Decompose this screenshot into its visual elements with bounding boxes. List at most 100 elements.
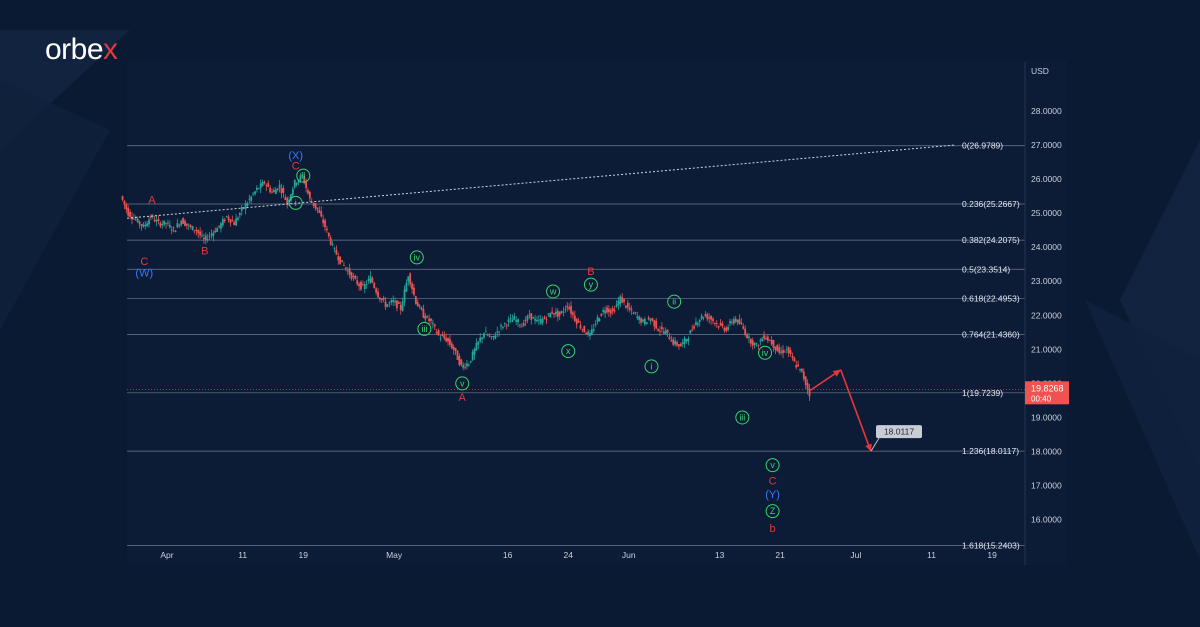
candle-body (607, 308, 610, 313)
candle-body (307, 189, 309, 194)
wave-label-circle (288, 195, 303, 210)
candle-body (273, 189, 275, 193)
candle-body (613, 310, 616, 312)
x-tick-label: May (386, 550, 403, 560)
candle-body (710, 315, 712, 320)
candle-body (333, 247, 336, 249)
candle-body (742, 326, 745, 329)
candle-body (140, 224, 143, 226)
candle-body (411, 283, 413, 290)
candle-body (324, 220, 326, 228)
candle-body (575, 318, 578, 325)
wave-label-circle (758, 345, 773, 360)
candle-body (558, 311, 561, 316)
candle-body (405, 282, 408, 292)
wave-label: iv (414, 252, 421, 262)
candle-body (212, 232, 215, 237)
candle-body (430, 318, 432, 321)
x-tick-label: 11 (238, 550, 247, 560)
candle-body (706, 314, 709, 320)
candle-body (630, 309, 633, 311)
candle-body (806, 383, 809, 390)
candle-body (348, 268, 351, 275)
candle-body (782, 349, 784, 354)
candle-body (579, 325, 582, 329)
candle-body (744, 328, 747, 335)
last-price-tag (1025, 381, 1069, 405)
candle-body (638, 316, 641, 320)
candle-body (238, 213, 241, 216)
candle-body (585, 332, 588, 335)
candle-body (252, 193, 255, 195)
candle-body (672, 339, 675, 345)
candle-body (573, 315, 576, 321)
candle-body (263, 181, 266, 184)
candle-body (496, 331, 499, 333)
candle-body (195, 229, 198, 231)
candle-body (681, 342, 684, 344)
candle-body (401, 301, 404, 311)
wave-label-circle (296, 168, 311, 183)
candle-body (150, 216, 152, 218)
y-tick-label: 28.0000 (1031, 106, 1062, 116)
candle-body (420, 307, 423, 310)
candle-body (218, 225, 220, 227)
candle-body (475, 343, 478, 351)
candle-body (698, 320, 701, 322)
candle-body (473, 348, 476, 355)
candle-body (142, 224, 145, 227)
candle-body (344, 267, 347, 269)
candle-body (691, 329, 694, 331)
candle-body (539, 318, 542, 324)
candle-body (257, 188, 260, 190)
wave-label: Z (770, 506, 776, 516)
candle-body (469, 360, 472, 363)
candle-body (481, 337, 484, 340)
candle-body (695, 322, 697, 325)
x-tick-label: Jul (850, 550, 861, 560)
candle-body (500, 325, 502, 327)
candle-body (127, 207, 130, 216)
candle-body (293, 179, 296, 188)
wave-label: iii (421, 324, 427, 334)
candle-body (414, 296, 417, 304)
last-price-value: 19.8268 (1031, 383, 1064, 393)
candle-body (282, 187, 285, 193)
candle-body (318, 210, 321, 213)
candle-body (380, 298, 383, 300)
candle-body (687, 338, 690, 342)
candle-body (151, 216, 154, 217)
candle-body (187, 225, 190, 227)
candle-body (596, 317, 599, 322)
candle-body (649, 319, 652, 322)
candle-body (555, 311, 557, 315)
candle-body (360, 281, 362, 290)
candle-body (598, 318, 601, 322)
candle-body (316, 207, 319, 210)
candle-body (208, 235, 211, 237)
candle-body (642, 319, 644, 322)
candle-body (358, 283, 360, 287)
candle-body (216, 228, 219, 232)
candle-body (507, 319, 510, 323)
candle-body (678, 344, 680, 347)
y-tick-label: 19.0000 (1031, 412, 1062, 422)
candle-body (291, 189, 294, 196)
candle-body (295, 182, 298, 186)
wave-label: C (292, 160, 300, 172)
candle-body (337, 256, 340, 261)
candle-body (609, 310, 612, 314)
candle-body (640, 318, 642, 323)
candle-body (611, 308, 614, 312)
candle-body (679, 343, 682, 347)
candle-body (568, 307, 571, 310)
candle-body (201, 234, 203, 236)
candle-body (339, 256, 342, 264)
candle-body (770, 340, 773, 345)
candle-body (297, 180, 300, 184)
y-tick-label: 23.0000 (1031, 276, 1062, 286)
candle-body (772, 339, 775, 348)
fib-level-label: 0(26.9789) (962, 141, 1003, 151)
x-tick-label: 21 (775, 550, 785, 560)
